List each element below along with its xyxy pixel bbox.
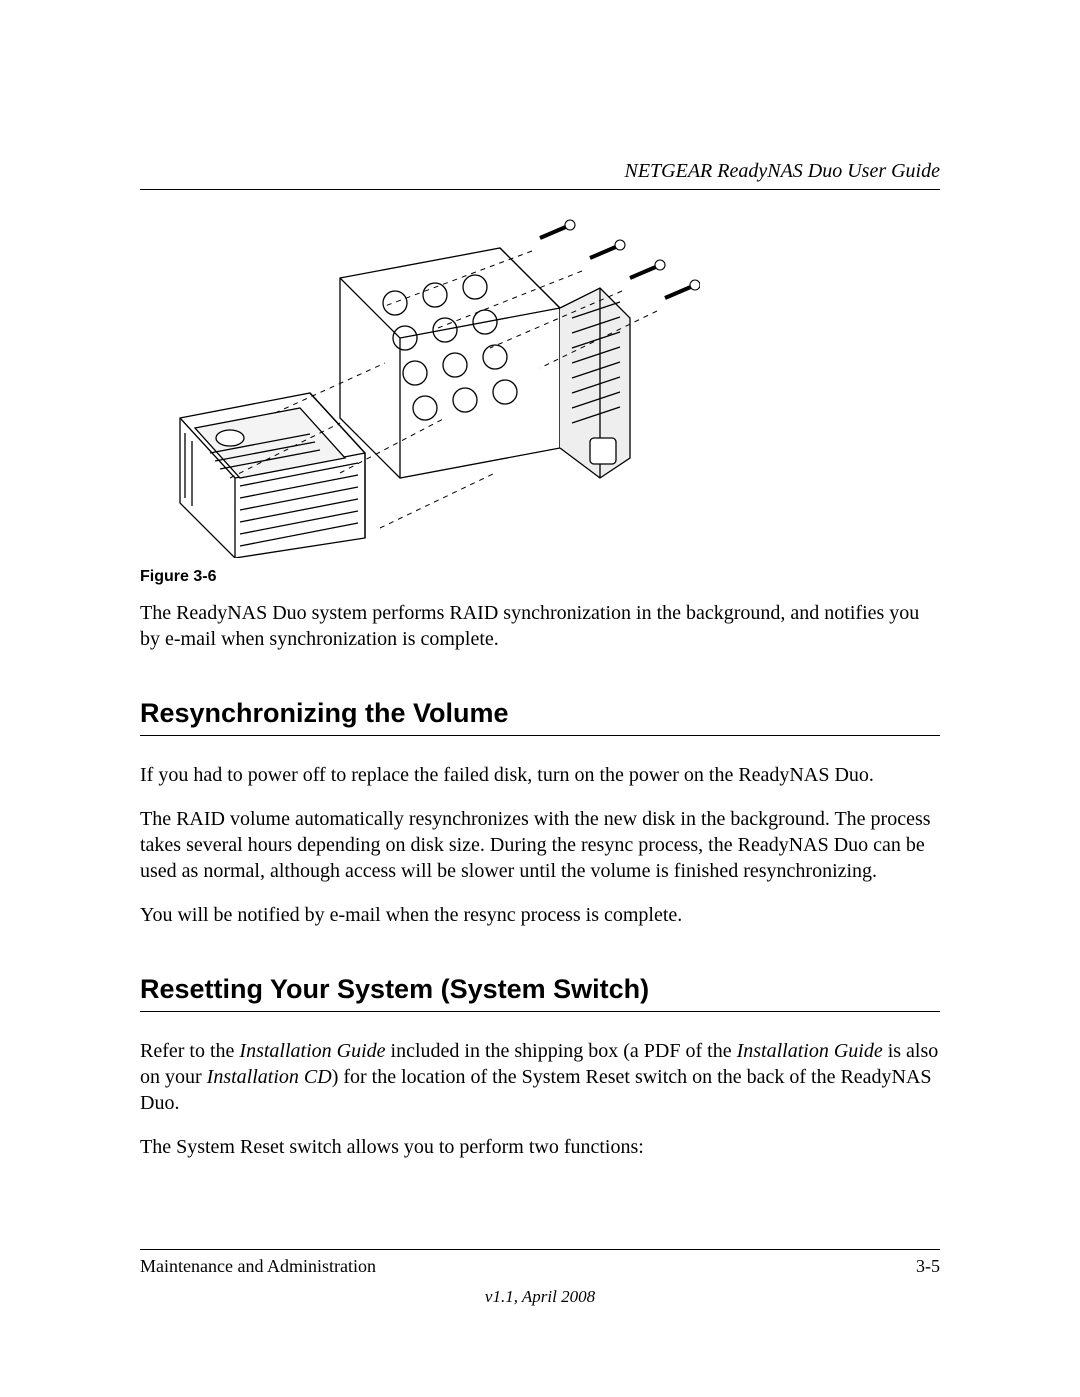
guide-title: NETGEAR ReadyNAS Duo User Guide (624, 160, 940, 183)
paragraph: The RAID volume automatically resynchron… (140, 806, 940, 884)
page-header: NETGEAR ReadyNAS Duo User Guide (140, 160, 940, 190)
footer-page-number: 3-5 (916, 1256, 940, 1277)
paragraph: The ReadyNAS Duo system performs RAID sy… (140, 600, 940, 652)
paragraph: The System Reset switch allows you to pe… (140, 1134, 940, 1160)
text-run: included in the shipping box (a PDF of t… (386, 1040, 737, 1062)
page-footer: Maintenance and Administration 3-5 v1.1,… (140, 1249, 940, 1307)
footer-version: v1.1, April 2008 (140, 1287, 940, 1307)
text-em: Installation CD (207, 1066, 332, 1088)
text-run: Refer to the (140, 1040, 239, 1062)
figure-label: Figure 3-6 (140, 568, 940, 586)
paragraph: You will be notified by e-mail when the … (140, 902, 940, 928)
figure-illustration (140, 218, 700, 558)
paragraph: Refer to the Installation Guide included… (140, 1038, 940, 1116)
section-heading-resync: Resynchronizing the Volume (140, 698, 940, 736)
text-em: Installation Guide (239, 1040, 385, 1062)
paragraph: If you had to power off to replace the f… (140, 762, 940, 788)
footer-section: Maintenance and Administration (140, 1256, 376, 1277)
text-em: Installation Guide (737, 1040, 883, 1062)
section-heading-reset: Resetting Your System (System Switch) (140, 974, 940, 1012)
